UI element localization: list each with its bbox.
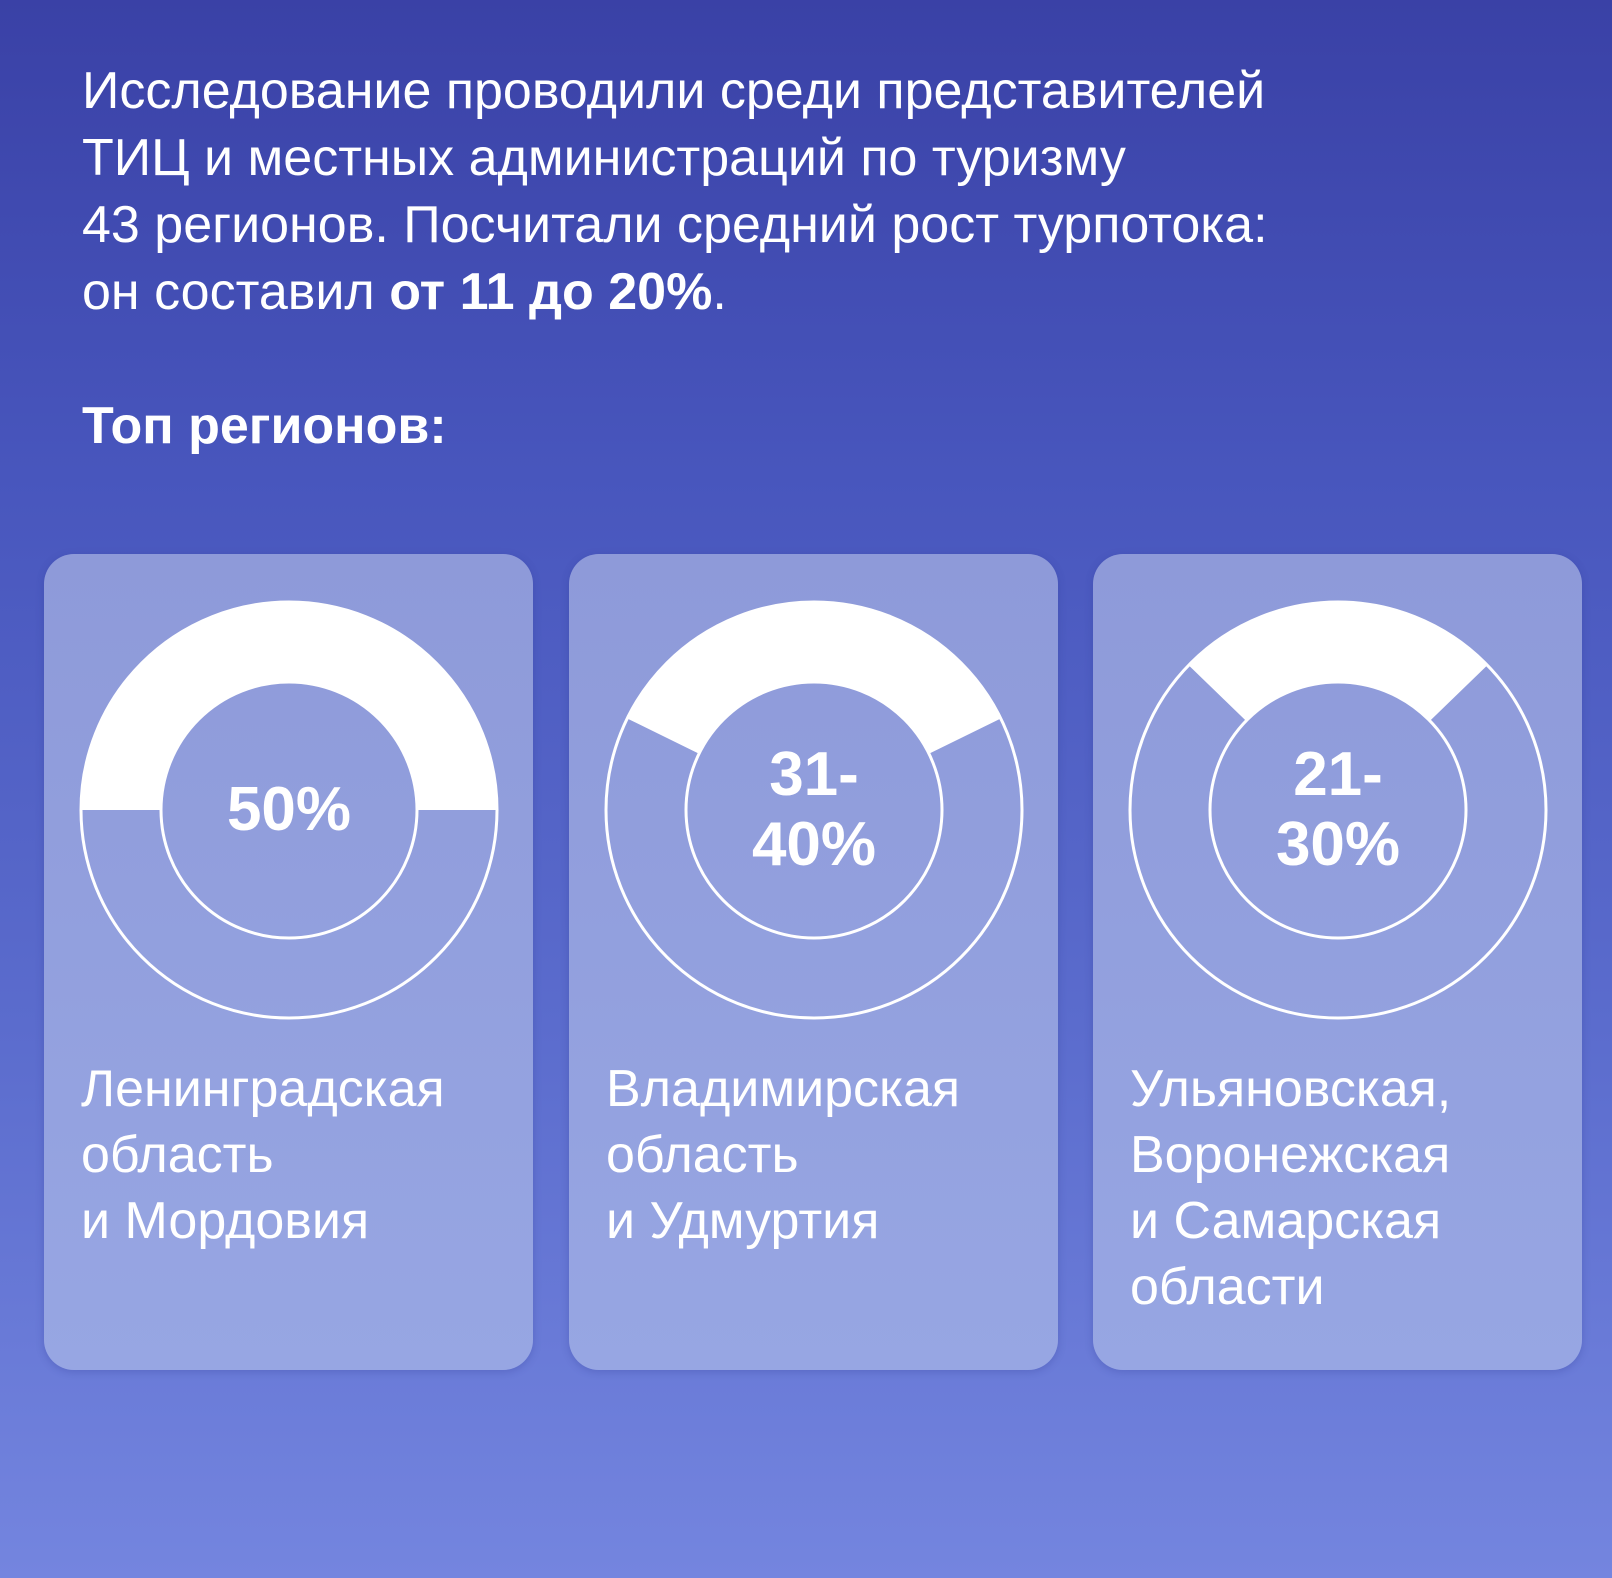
region-card-1: 50% Ленинградская область и Мордовия xyxy=(44,554,533,1370)
region-card-2: 31- 40% Владимирская область и Удмуртия xyxy=(569,554,1058,1370)
donut-outer-ring xyxy=(79,600,499,1020)
region-name-line: Воронежская xyxy=(1130,1126,1451,1184)
region-name-line: Ленинградская xyxy=(81,1060,445,1118)
intro-line: Исследование проводили среди представите… xyxy=(82,62,1266,120)
intro-last-prefix: он составил xyxy=(82,263,390,321)
donut-filled-segment xyxy=(81,602,497,810)
intro-line: ТИЦ и местных администраций по туризму xyxy=(82,129,1126,187)
donut-value-label: 21- 30% xyxy=(1128,600,1548,1020)
donut-inner-ring xyxy=(684,680,944,940)
donut-value-line: 40% xyxy=(751,810,877,879)
region-card-3: 21- 30% Ульяновская, Воронежская и Самар… xyxy=(1093,554,1582,1370)
region-name: Ульяновская, Воронежская и Самарская обл… xyxy=(1130,1056,1570,1320)
donut-chart-3 xyxy=(1128,600,1548,1020)
donut-inner-ring xyxy=(159,680,419,940)
region-name-line: и Удмуртия xyxy=(606,1192,880,1250)
intro-line: 43 регионов. Посчитали средний рост турп… xyxy=(82,196,1268,254)
donut-value-line: 31- xyxy=(769,740,859,809)
donut-filled-segment xyxy=(627,601,1001,754)
intro-line-last: он составил от 11 до 20%. xyxy=(82,259,1542,326)
region-name-line: область xyxy=(606,1126,799,1184)
donut-value-label: 31- 40% xyxy=(604,600,1024,1020)
region-name-line: области xyxy=(1130,1258,1325,1316)
donut-chart-1 xyxy=(79,600,499,1020)
donut-outer-ring xyxy=(604,600,1024,1020)
region-name-line: область xyxy=(81,1126,274,1184)
donut-chart-2 xyxy=(604,600,1024,1020)
donut-value-line: 50% xyxy=(226,775,352,844)
intro-highlight: от 11 до 20% xyxy=(389,263,713,321)
donut-value-label: 50% xyxy=(79,600,499,1020)
donut-value-line: 30% xyxy=(1275,810,1401,879)
top-regions-heading: Топ регионов: xyxy=(82,397,447,455)
intro-text: Исследование проводили среди представите… xyxy=(82,58,1542,326)
intro-last-suffix: . xyxy=(712,263,727,321)
region-name-line: Ульяновская, xyxy=(1130,1060,1452,1118)
region-name-line: и Самарская xyxy=(1130,1192,1442,1250)
region-name-line: и Мордовия xyxy=(81,1192,370,1250)
donut-filled-segment xyxy=(1188,602,1488,721)
donut-value-line: 21- xyxy=(1293,740,1383,809)
region-name: Ленинградская область и Мордовия xyxy=(81,1056,521,1254)
donut-outer-ring xyxy=(1128,600,1548,1020)
donut-inner-ring xyxy=(1208,680,1468,940)
region-name: Владимирская область и Удмуртия xyxy=(606,1056,1046,1254)
region-name-line: Владимирская xyxy=(606,1060,961,1118)
